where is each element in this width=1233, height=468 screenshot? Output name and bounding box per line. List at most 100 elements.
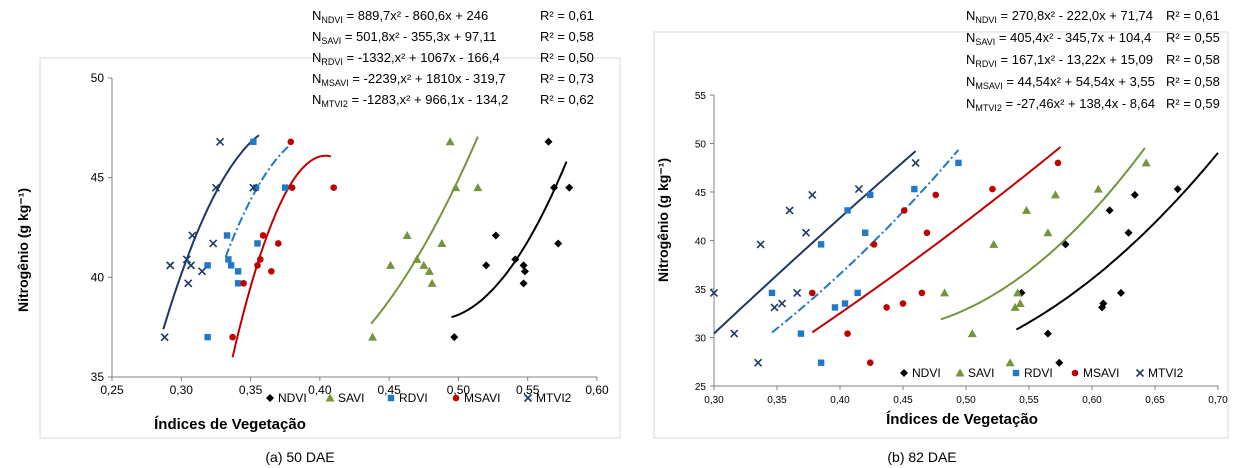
ndvi-point	[491, 231, 500, 240]
panel-b-caption: (b) 82 DAE	[887, 449, 956, 465]
mtvi2-legend-marker	[1135, 368, 1145, 378]
msavi-point	[330, 184, 338, 191]
r-squared-ndvi: R² = 0,61	[540, 8, 594, 23]
mtvi2-point	[770, 303, 779, 312]
ndvi-point	[519, 279, 528, 288]
x-tick-label: 0,35	[767, 395, 787, 406]
x-tick-label: 0,55	[1019, 395, 1039, 406]
r-squared-mtvi2: R² = 0,59	[1166, 96, 1220, 111]
x-tick-label: 0,55	[516, 383, 540, 397]
panel-a-frame	[39, 57, 621, 439]
rdvi-point	[254, 240, 261, 247]
savi-point	[1013, 288, 1023, 297]
rdvi-legend-marker	[387, 394, 395, 402]
x-tick-label: 0,40	[830, 395, 850, 406]
panel-b-fit-curves	[713, 146, 1219, 335]
rdvi-point	[955, 159, 962, 167]
savi-point	[1010, 302, 1020, 311]
savi-point	[424, 266, 434, 275]
mtvi2-point	[793, 288, 802, 297]
msavi-point	[808, 289, 816, 297]
panel-a-equations: NNDVI = 889,7x² - 860,6x + 246 R² = 0,61 N…	[312, 8, 594, 109]
savi-point	[1043, 228, 1053, 237]
mtvi2-point	[209, 239, 218, 248]
rdvi-fit-curve	[771, 149, 960, 334]
y-tick-label: 55	[695, 91, 707, 102]
mtvi2-point	[911, 158, 920, 167]
y-tick-label: 40	[91, 270, 105, 284]
r-squared-msavi: R² = 0,73	[540, 71, 594, 86]
mtvi2-point	[801, 228, 811, 237]
savi-point	[427, 278, 437, 287]
ndvi-point	[1105, 206, 1114, 215]
mtvi2-point	[754, 358, 763, 367]
msavi-legend-marker	[1071, 369, 1079, 377]
ndvi-point	[1116, 288, 1125, 297]
msavi-point	[254, 262, 261, 269]
rdvi-point	[854, 289, 861, 297]
mtvi2-point	[808, 190, 817, 199]
mtvi2-point	[777, 299, 787, 308]
ndvi-point	[520, 267, 529, 276]
mtvi2-point	[182, 255, 191, 264]
r-squared-savi: R² = 0,58	[540, 29, 594, 44]
equation-msavi: NMSAVI = 44,54x² + 54,54x + 3,55	[966, 74, 1155, 91]
y-tick-label: 40	[695, 237, 707, 248]
rdvi-point	[862, 229, 869, 236]
rdvi-point	[841, 300, 849, 307]
rdvi-point	[225, 256, 232, 263]
savi-point	[368, 332, 378, 341]
savi-point	[419, 260, 429, 269]
x-tick-label: 0,30	[170, 383, 194, 397]
msavi-point	[918, 289, 926, 297]
rdvi-point	[867, 191, 874, 199]
ndvi-legend-label: NDVI	[278, 391, 307, 405]
mtvi2-point	[186, 261, 196, 270]
rdvi-point	[844, 207, 851, 214]
rdvi-point	[817, 241, 825, 248]
ndvi-fit-curve	[1015, 152, 1219, 331]
msavi-point	[287, 138, 295, 146]
mtvi2-point	[166, 261, 175, 270]
rdvi-point	[831, 304, 839, 311]
mtvi2-legend-label: MTVI2	[536, 391, 572, 405]
ndvi-point	[1130, 190, 1139, 199]
savi-point	[1093, 184, 1103, 193]
panel-b-frame	[653, 31, 1229, 439]
x-tick-label: 0,30	[704, 395, 724, 406]
panel-b-axes: 0,30 0,35 0,40 0,45 0,50 0,55 0,60 0,65 0,70 25 30…	[695, 91, 1228, 406]
ndvi-point	[450, 333, 459, 342]
ndvi-legend-label: NDVI	[912, 366, 941, 380]
rdvi-point	[252, 184, 260, 191]
x-tick-label: 0,50	[956, 395, 976, 406]
msavi-point	[1054, 159, 1062, 167]
savi-legend-marker	[955, 368, 965, 377]
x-tick-label: 0,45	[893, 395, 913, 406]
y-tick-label: 45	[91, 171, 105, 185]
r-squared-mtvi2: R² = 0,62	[540, 92, 594, 107]
rdvi-legend-label: RDVI	[1024, 366, 1053, 380]
y-tick-label: 25	[695, 382, 707, 393]
r-squared-savi: R² = 0,55	[1166, 30, 1220, 45]
panel-b-xlabel: Índices de Vegetação	[886, 411, 1038, 428]
savi-point	[940, 288, 950, 297]
ndvi-point	[1099, 299, 1108, 308]
savi-fit-curve	[940, 147, 1146, 321]
equation-ndvi: NNDVI = 270,8x² - 222,0x + 71,74	[966, 8, 1153, 25]
equation-mtvi2: NMTVI2 = -1283,x² + 966,1x - 134,2	[312, 92, 508, 109]
msavi-fit-curve	[231, 154, 332, 358]
msavi-point	[259, 232, 267, 239]
msavi-point	[288, 184, 296, 191]
savi-point	[451, 183, 461, 192]
ndvi-legend-marker	[900, 369, 908, 377]
equation-msavi: NMSAVI = -2239,x² + 1810x - 319,7	[312, 71, 506, 88]
ndvi-point	[550, 183, 559, 192]
y-tick-label: 35	[695, 285, 707, 296]
x-tick-label: 0,40	[308, 383, 332, 397]
msavi-point	[932, 191, 940, 199]
savi-point	[967, 329, 977, 338]
x-tick-label: 0,50	[447, 383, 471, 397]
mtvi2-point	[160, 333, 169, 342]
mtvi2-legend-label: MTVI2	[1148, 366, 1184, 380]
savi-point	[1015, 299, 1025, 308]
